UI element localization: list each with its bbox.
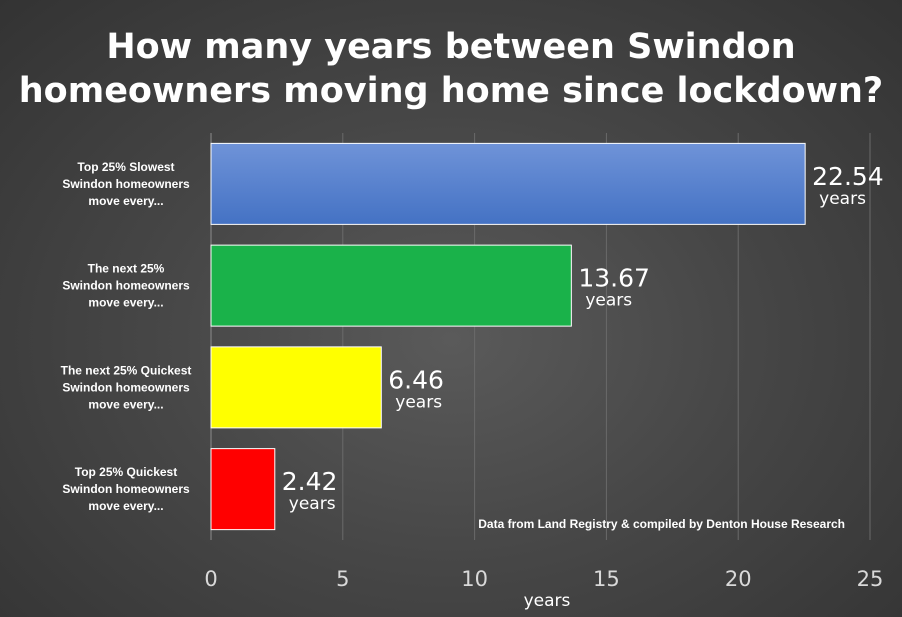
data-label: 22.54: [812, 162, 884, 191]
category-label: Swindon homeowners: [62, 279, 190, 293]
data-label-unit: years: [289, 494, 336, 514]
chart-title: How many years between Swindonhomeowners…: [19, 27, 883, 111]
category-label: move every...: [88, 296, 163, 310]
bar: [210, 448, 276, 531]
category-labels: Top 25% Slowest Swindon homeowners move ev…: [61, 160, 192, 513]
x-tick-label: 10: [461, 567, 488, 591]
data-label: 2.42: [282, 467, 338, 496]
data-label: 13.67: [578, 264, 650, 293]
category-label: The next 25%: [88, 262, 165, 276]
category-label: move every...: [88, 397, 163, 411]
x-axis-title: years: [524, 591, 571, 611]
data-label-unit: years: [819, 189, 866, 209]
category-label: move every...: [88, 499, 163, 513]
x-tick-label: 25: [857, 567, 884, 591]
category-label: Swindon homeowners: [62, 177, 190, 191]
x-axis-ticks: 0 5 10 15 20 25: [204, 567, 883, 591]
category-label: The next 25% Quickest: [61, 363, 192, 377]
x-tick-label: 15: [593, 567, 620, 591]
x-tick-label: 5: [336, 567, 349, 591]
category-label: Top 25% Slowest: [77, 160, 174, 174]
bars: [210, 142, 806, 531]
bar: [210, 346, 382, 429]
source-note: Data from Land Registry & compiled by De…: [478, 517, 845, 531]
category-label: Top 25% Quickest: [75, 465, 177, 479]
x-tick-label: 0: [204, 567, 217, 591]
bar: [210, 142, 806, 225]
data-label: 6.46: [388, 365, 444, 394]
data-label-unit: years: [395, 392, 442, 412]
chart-title-line: How many years between Swindon: [106, 27, 795, 67]
category-label: move every...: [88, 194, 163, 208]
category-label: Swindon homeowners: [62, 380, 190, 394]
category-label: Swindon homeowners: [62, 482, 190, 496]
bar: [210, 244, 572, 327]
chart-title-line: homeowners moving home since lockdown?: [19, 71, 883, 111]
x-tick-label: 20: [725, 567, 752, 591]
data-label-unit: years: [585, 291, 632, 311]
